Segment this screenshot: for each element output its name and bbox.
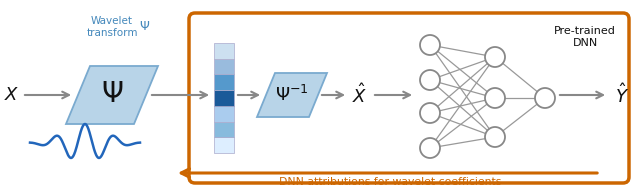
Bar (214, 43, 234, 59)
Text: $\mathit{\Psi}$: $\mathit{\Psi}$ (140, 20, 150, 34)
Circle shape (535, 88, 555, 108)
Text: Pre-trained
DNN: Pre-trained DNN (554, 26, 616, 48)
Circle shape (485, 127, 505, 147)
Circle shape (420, 138, 440, 158)
Circle shape (485, 88, 505, 108)
Bar (214, 137, 234, 153)
Bar (214, 59, 234, 74)
FancyArrowPatch shape (181, 169, 597, 177)
Text: $\mathit{\Psi}$: $\mathit{\Psi}$ (101, 82, 123, 108)
Text: Wavelet
transform: Wavelet transform (86, 16, 138, 38)
Text: $\mathit{\Psi}^{-1}$: $\mathit{\Psi}^{-1}$ (275, 85, 309, 105)
Text: $X$: $X$ (4, 86, 20, 104)
Polygon shape (257, 73, 327, 117)
Bar (214, 74, 234, 90)
Circle shape (420, 35, 440, 55)
Bar (214, 121, 234, 137)
Bar (214, 106, 234, 121)
Polygon shape (66, 66, 158, 124)
Circle shape (420, 103, 440, 123)
Bar (214, 90, 234, 106)
Circle shape (420, 70, 440, 90)
Text: $\hat{Y}$: $\hat{Y}$ (615, 83, 629, 107)
Text: $\hat{X}$: $\hat{X}$ (352, 83, 368, 107)
Text: DNN attributions for wavelet coefficients: DNN attributions for wavelet coefficient… (279, 177, 501, 187)
Circle shape (485, 47, 505, 67)
